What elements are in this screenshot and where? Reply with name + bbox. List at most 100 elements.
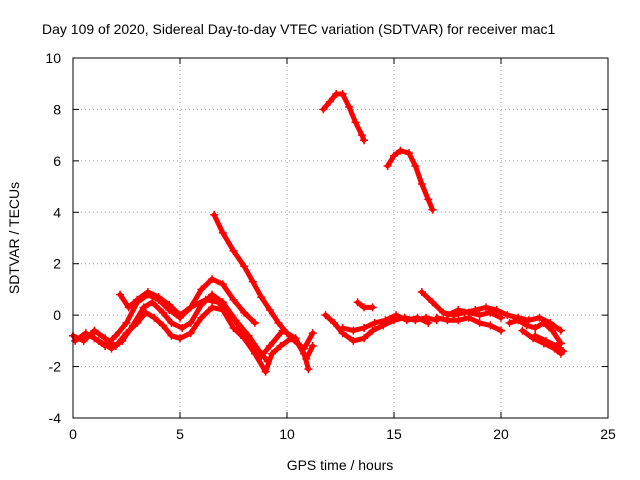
data-point: [417, 288, 426, 296]
data-point: [321, 311, 330, 320]
data-point: [345, 102, 354, 111]
series-sat-o: [319, 90, 369, 145]
data-point: [257, 352, 266, 361]
data-point: [522, 321, 531, 330]
data-point: [186, 329, 195, 338]
data-point: [475, 318, 484, 327]
data-point: [300, 349, 309, 358]
data-point: [360, 303, 369, 312]
data-point: [319, 105, 328, 114]
data-point: [559, 347, 568, 356]
data-point: [158, 308, 167, 317]
data-point: [351, 118, 360, 127]
data-point: [167, 318, 176, 327]
data-point: [475, 311, 484, 320]
data-point: [370, 318, 379, 327]
data-point: [167, 331, 176, 340]
data-point: [229, 295, 238, 304]
data-point: [424, 318, 433, 327]
x-tick-labels: 0 5 10 15 20 25: [69, 426, 616, 442]
data-point: [443, 311, 452, 320]
data-point: [227, 311, 236, 320]
data-point: [548, 326, 557, 335]
data-point: [276, 342, 285, 350]
data-point: [208, 303, 217, 312]
data-point: [454, 306, 463, 314]
data-point: [381, 316, 390, 325]
data-point: [349, 336, 358, 345]
data-point: [428, 298, 437, 307]
data-point: [158, 321, 167, 330]
data-point: [197, 313, 206, 322]
data-point: [248, 277, 257, 286]
data-point: [454, 316, 463, 325]
chart-title: Day 109 of 2020, Sidereal Day-to-day VTE…: [42, 21, 555, 37]
data-point: [349, 326, 358, 335]
x-axis-label: GPS time / hours: [287, 457, 394, 473]
series-trace: [385, 148, 435, 213]
data-point: [116, 290, 125, 299]
data-point: [439, 308, 448, 317]
series-trace: [445, 307, 504, 321]
data-point: [411, 162, 420, 170]
data-point: [150, 313, 159, 322]
series-sat-l: [505, 316, 565, 348]
data-point: [201, 295, 210, 304]
y-tick-label: 2: [53, 256, 61, 272]
data-point: [539, 318, 548, 327]
data-point: [308, 342, 317, 350]
data-point: [360, 136, 369, 145]
data-point: [218, 228, 227, 237]
data-point: [81, 329, 90, 338]
data-point: [360, 324, 369, 332]
data-point: [235, 324, 244, 332]
data-point: [79, 336, 88, 345]
data-point: [338, 324, 347, 332]
y-axis-label: SDTVAR / TECUs: [6, 182, 22, 294]
data-point: [396, 146, 405, 155]
data-point: [368, 326, 377, 335]
data-point: [518, 326, 527, 335]
data-point: [325, 97, 334, 106]
data-point: [263, 357, 272, 366]
data-point: [240, 262, 249, 271]
data-point: [246, 336, 255, 345]
data-point: [556, 326, 565, 335]
x-tick-label: 0: [69, 426, 77, 442]
data-point: [531, 331, 540, 340]
data-point: [392, 311, 401, 320]
y-tick-label: -4: [49, 410, 62, 426]
data-point: [210, 210, 219, 219]
data-point: [497, 326, 505, 335]
series-trace: [211, 212, 311, 372]
data-point: [535, 313, 544, 322]
series-sat-e: [210, 210, 313, 374]
data-point: [176, 311, 184, 320]
y-tick-label: 10: [45, 50, 61, 66]
series-sat-h: [353, 298, 377, 312]
data-point: [128, 321, 137, 330]
data-point: [486, 321, 495, 330]
y-tick-label: 8: [53, 101, 61, 117]
data-point: [390, 151, 398, 160]
data-point: [265, 306, 274, 314]
series-sat-j: [432, 313, 505, 335]
data-point: [154, 293, 163, 302]
data-point: [353, 298, 362, 307]
data-point: [218, 280, 227, 289]
data-point: [90, 326, 99, 335]
data-point: [268, 349, 277, 358]
data-point: [148, 298, 157, 307]
data-point: [274, 318, 283, 327]
y-tick-label: 4: [53, 204, 61, 220]
data-point: [524, 316, 533, 325]
data-point: [497, 313, 505, 322]
data-point: [330, 318, 339, 327]
data-point: [383, 162, 392, 170]
data-point: [492, 306, 501, 314]
data-point: [552, 342, 561, 350]
data-point: [428, 205, 437, 214]
data-point: [124, 303, 133, 312]
